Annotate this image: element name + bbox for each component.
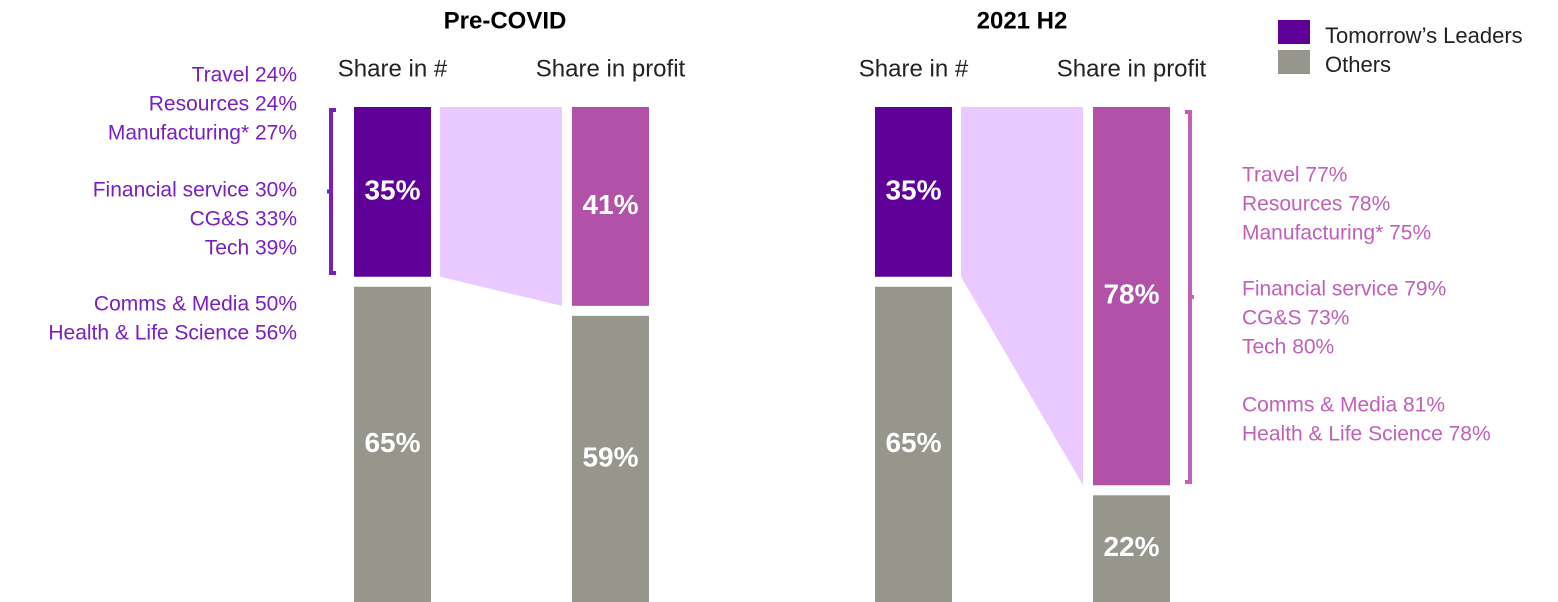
bar-segment [354,107,431,277]
legend-swatch [1278,20,1310,44]
annotation: Manufacturing* 27% [108,122,297,145]
legend-label: Others [1325,52,1391,77]
panel-title: 2021 H2 [977,7,1068,34]
category-label: Share in profit [1057,55,1207,82]
annotation: Tech 39% [205,237,297,260]
bar-segment [572,315,649,602]
annotation: Manufacturing* 75% [1242,222,1431,245]
bar-segment [572,107,649,306]
annotation: Travel 24% [192,64,297,87]
value-label: 65% [885,427,941,458]
annotation: Health & Life Science 56% [48,322,297,345]
bar-segment [875,107,952,277]
value-label: 22% [1103,531,1159,562]
value-label: 35% [885,174,941,205]
value-label: 41% [582,189,638,220]
annotation: Health & Life Science 78% [1242,423,1491,446]
connector [440,107,562,306]
value-label: 78% [1103,279,1159,310]
annotation: Financial service 30% [93,179,297,202]
bracket [1185,110,1194,484]
category-label: Share in profit [536,55,686,82]
bar-segment [1093,495,1170,602]
value-label: 59% [582,441,638,472]
bar-segment [875,286,952,602]
annotation: Financial service 79% [1242,278,1446,301]
value-label: 35% [364,174,420,205]
bar-segment [354,286,431,602]
annotation: Comms & Media 81% [1242,394,1445,417]
annotation: Resources 78% [1242,193,1390,216]
connector [961,107,1083,486]
legend-swatch [1278,50,1310,74]
category-label: Share in # [338,55,448,82]
value-label: 65% [364,427,420,458]
annotation: Tech 80% [1242,336,1334,359]
annotation: Resources 24% [149,93,297,116]
annotation: CG&S 73% [1242,307,1349,330]
legend-label: Tomorrow’s Leaders [1325,23,1523,48]
category-label: Share in # [859,55,969,82]
annotation: Comms & Media 50% [94,293,297,316]
bracket [327,108,336,275]
panel-title: Pre-COVID [444,7,567,34]
bar-segment [1093,107,1170,486]
annotation: CG&S 33% [190,208,297,231]
annotation: Travel 77% [1242,164,1347,187]
